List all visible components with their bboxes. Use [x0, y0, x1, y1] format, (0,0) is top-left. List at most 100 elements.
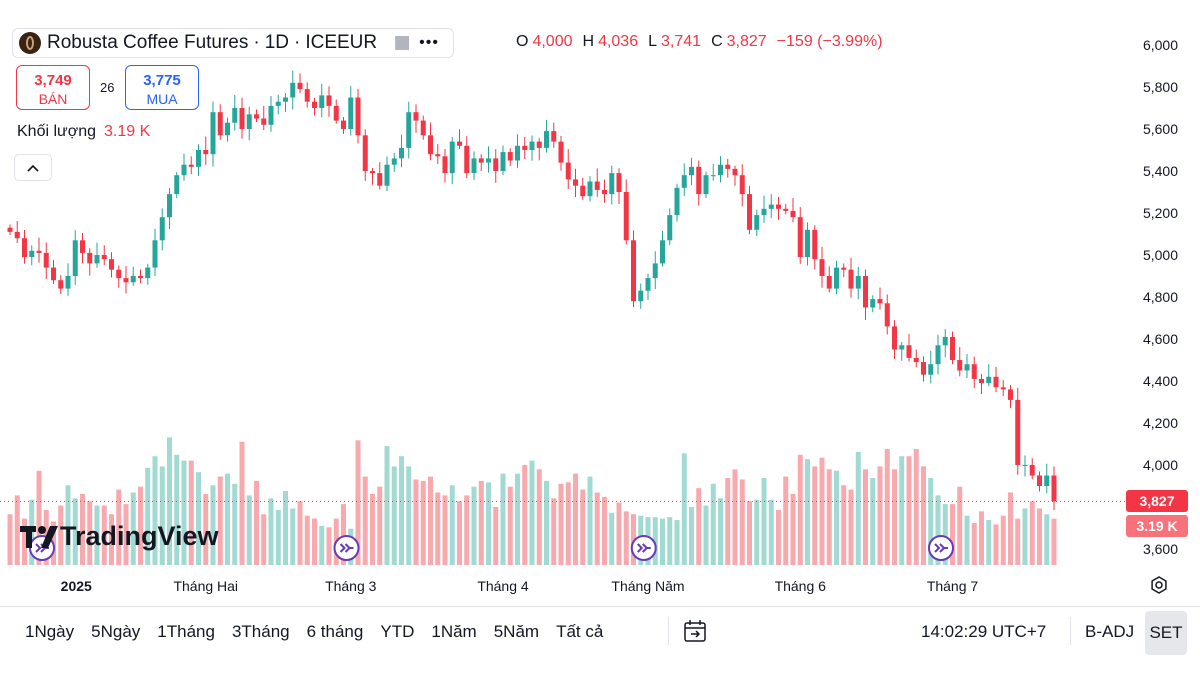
- x-tick-label: Tháng 6: [775, 578, 827, 594]
- candle-body: [428, 135, 433, 155]
- settings-gear-icon[interactable]: [1149, 575, 1169, 595]
- flag-icon[interactable]: [395, 36, 410, 50]
- candle: [681, 163, 687, 196]
- collapse-legend-button[interactable]: [14, 154, 52, 181]
- volume-bar: [667, 517, 673, 565]
- range-button[interactable]: YTD: [380, 622, 415, 641]
- candle: [993, 366, 999, 393]
- candle: [181, 153, 187, 181]
- price-axis[interactable]: 6,000 5,800 5,600 5,400 5,200 5,000 4,800 4,600…: [1143, 37, 1178, 557]
- dividend-event-icon[interactable]: [630, 535, 657, 561]
- range-button[interactable]: 5Năm: [493, 622, 540, 641]
- candle-body: [652, 263, 658, 279]
- candle-body: [210, 112, 216, 155]
- volume-bar: [435, 492, 441, 565]
- candle: [65, 263, 71, 296]
- range-button[interactable]: Tất cả: [556, 622, 604, 641]
- range-button[interactable]: 6 tháng: [306, 622, 364, 641]
- candle-body: [979, 378, 984, 384]
- volume-bar: [986, 520, 992, 565]
- dividend-event-icon[interactable]: [333, 535, 360, 561]
- volume-bar: [768, 499, 774, 565]
- volume-bar: [754, 499, 760, 565]
- candle-body: [768, 204, 774, 209]
- volume-bar: [116, 489, 122, 565]
- divider: [668, 617, 669, 645]
- candle: [1044, 463, 1050, 494]
- candle: [812, 225, 818, 270]
- range-button[interactable]: 1Ngày: [25, 622, 75, 641]
- candle-body: [783, 208, 789, 211]
- price-chart[interactable]: 6,000 5,800 5,600 5,400 5,200 5,000 4,800 4,600…: [0, 0, 1200, 606]
- candle-body: [94, 255, 100, 264]
- sell-button[interactable]: 3,749 BÁN: [16, 65, 90, 110]
- range-button[interactable]: 1Tháng: [157, 622, 215, 641]
- volume-bar: [319, 525, 325, 565]
- volume-bar: [957, 486, 963, 565]
- candle: [768, 194, 774, 219]
- candle-body: [529, 141, 535, 150]
- range-button[interactable]: 1Năm: [431, 622, 477, 641]
- candle-body: [406, 112, 412, 148]
- candle-body: [544, 131, 549, 148]
- candle-body: [884, 303, 890, 327]
- candle: [43, 242, 49, 280]
- sell-label: BÁN: [38, 91, 68, 107]
- candle-body: [776, 204, 781, 209]
- volume-bar: [239, 441, 245, 565]
- range-button[interactable]: 3Tháng: [231, 622, 290, 641]
- volume-bar: [1000, 515, 1006, 565]
- watermark-text: TradingView: [60, 521, 219, 551]
- y-tick-label: 4,200: [1143, 415, 1178, 431]
- candle: [667, 208, 673, 246]
- symbol-name[interactable]: Robusta Coffee Futures: [47, 32, 249, 53]
- candle: [196, 144, 201, 176]
- interval-label[interactable]: 1D: [264, 32, 289, 53]
- more-options-icon[interactable]: •••: [419, 34, 439, 51]
- buy-button[interactable]: 3,775 MUA: [125, 65, 199, 110]
- candle: [290, 70, 296, 110]
- volume-bar: [471, 486, 477, 565]
- range-selector: 1Ngày 5Ngày 1Tháng 3Tháng 6 tháng YTD 1Năm 5Năm…: [25, 622, 620, 642]
- candle: [362, 129, 368, 181]
- candle-body: [986, 376, 992, 384]
- y-tick-label: 5,400: [1143, 163, 1178, 179]
- candle: [631, 230, 636, 308]
- volume-bar: [783, 476, 789, 565]
- candle: [478, 154, 484, 171]
- volume-bar: [413, 479, 419, 565]
- calendar-go-to-icon[interactable]: [683, 619, 709, 643]
- separator-dot: ·: [253, 32, 260, 53]
- candle: [739, 164, 745, 207]
- symbol-header[interactable]: Robusta Coffee Futures · 1D · ICEEUR •••: [12, 28, 454, 58]
- adjustment-toggle[interactable]: B-ADJ: [1085, 622, 1135, 641]
- volume-bar: [500, 473, 506, 565]
- candle: [435, 144, 441, 165]
- candle-body: [674, 187, 680, 216]
- session-toggle[interactable]: SET: [1145, 611, 1187, 655]
- volume-bar: [457, 501, 462, 565]
- candle: [877, 287, 883, 310]
- time-axis[interactable]: 2025 Tháng Hai Tháng 3 Tháng 4 Tháng Năm Thán…: [61, 578, 979, 594]
- x-tick-label: Tháng 3: [325, 578, 377, 594]
- candle: [464, 136, 470, 179]
- volume-bar: [94, 505, 100, 565]
- volume-bar: [58, 505, 64, 565]
- buy-price: 3,775: [143, 72, 181, 89]
- candle-body: [638, 290, 644, 302]
- volume-bar: [399, 456, 404, 565]
- candle-body: [696, 166, 702, 195]
- candle: [964, 353, 970, 379]
- candle-body: [580, 185, 586, 197]
- candle-body: [391, 158, 397, 165]
- dividend-event-icon[interactable]: [928, 535, 954, 561]
- divider: [1070, 617, 1071, 645]
- candle-body: [319, 95, 325, 108]
- candle: [870, 295, 876, 313]
- candle: [906, 334, 912, 362]
- volume-bar: [370, 493, 375, 565]
- range-button[interactable]: 5Ngày: [91, 622, 141, 641]
- clock-timezone[interactable]: 14:02:29 UTC+7: [921, 622, 1047, 641]
- candle: [261, 105, 267, 131]
- candle-body: [377, 173, 383, 186]
